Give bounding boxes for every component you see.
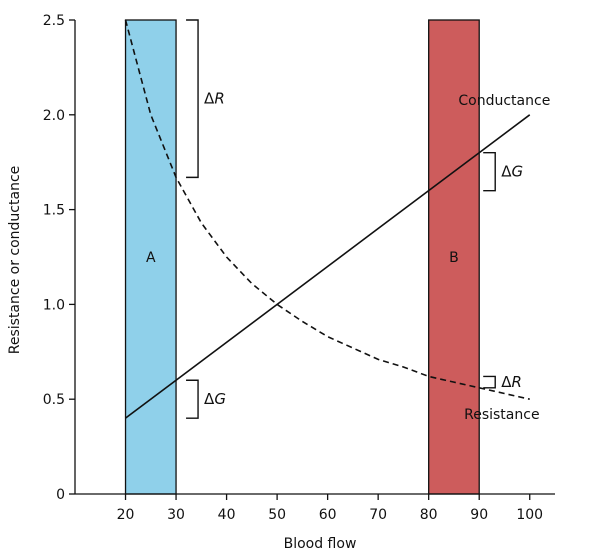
series-conductance-line bbox=[125, 114, 531, 419]
annotations-layer: ΔR ΔG ΔG ΔR bbox=[186, 19, 523, 419]
bracket-label-delta-r: ΔR bbox=[204, 90, 225, 108]
bracket-3 bbox=[483, 152, 496, 192]
line-label-conductance: Conductance bbox=[458, 93, 550, 109]
x-tick-label: 20 bbox=[117, 507, 135, 523]
x-axis-label: Blood flow bbox=[284, 536, 357, 552]
x-tick-label: 80 bbox=[420, 507, 438, 523]
x-tick-label: 90 bbox=[470, 507, 488, 523]
bracket-1 bbox=[186, 19, 199, 179]
series-resistance-line bbox=[124, 19, 530, 400]
y-tick-label: 0.5 bbox=[43, 392, 65, 408]
band-b bbox=[428, 19, 480, 495]
line-label-resistance: Resistance bbox=[464, 407, 539, 423]
axes-layer: 0 0.5 1.0 1.5 2.0 2.5 20 30 40 50 60 70 80 90 100 bbox=[43, 13, 555, 523]
bracket-4 bbox=[483, 375, 496, 389]
y-tick-label: 1.0 bbox=[43, 297, 65, 313]
x-tick-label: 70 bbox=[369, 507, 387, 523]
y-tick-label: 1.5 bbox=[43, 203, 65, 219]
x-tick-label: 30 bbox=[167, 507, 185, 523]
band-a bbox=[124, 19, 177, 495]
y-tick-label: 0 bbox=[56, 487, 65, 503]
bracket-label-delta-g: ΔG bbox=[204, 390, 226, 408]
band-label-a: A bbox=[146, 250, 156, 266]
x-tick-label: 50 bbox=[268, 507, 286, 523]
band-label-b: B bbox=[449, 250, 459, 266]
y-tick-label: 2.5 bbox=[43, 13, 65, 29]
bracket-2 bbox=[186, 379, 199, 419]
x-tick-label: 100 bbox=[516, 507, 543, 523]
bracket-label-delta-r: ΔR bbox=[501, 373, 522, 391]
y-tick-label: 2.0 bbox=[43, 108, 65, 124]
y-axis-label: Resistance or conductance bbox=[7, 166, 23, 355]
series-layer: Conductance Resistance bbox=[124, 19, 550, 423]
x-tick-label: 60 bbox=[319, 507, 337, 523]
x-tick-label: 40 bbox=[218, 507, 236, 523]
bracket-label-delta-g: ΔG bbox=[501, 163, 523, 181]
